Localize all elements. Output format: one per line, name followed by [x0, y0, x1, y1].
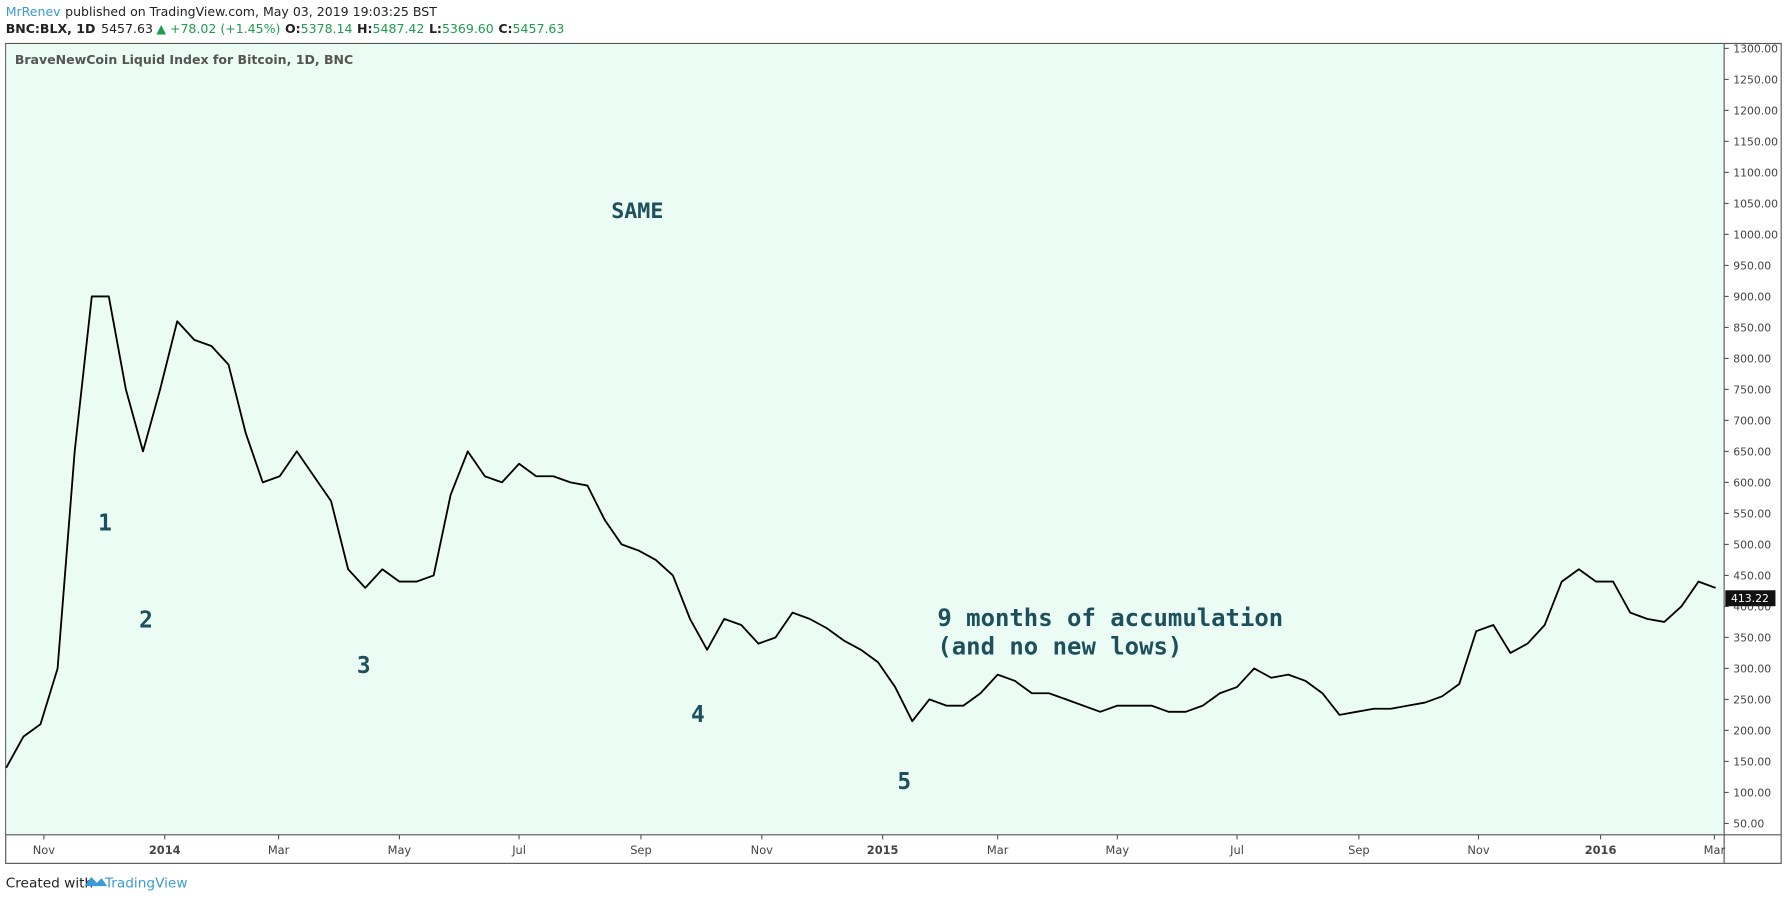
- y-tick-label: 650.00: [1733, 445, 1771, 458]
- annotation: 9 months of accumulation: [937, 604, 1283, 632]
- open: 5378.14: [301, 21, 353, 36]
- x-tick-label: 2015: [867, 843, 899, 857]
- x-tick-label: 2014: [149, 843, 181, 857]
- annotation: 5: [897, 769, 911, 795]
- chart-title: BraveNewCoin Liquid Index for Bitcoin, 1…: [15, 52, 353, 67]
- x-tick-label: Sep: [630, 843, 651, 857]
- x-tick-label: Nov: [33, 843, 55, 857]
- x-tick-label: 2016: [1585, 843, 1617, 857]
- y-tick-label: 500.00: [1733, 538, 1771, 551]
- close: 5457.63: [513, 21, 565, 36]
- header-line: MrRenev published on TradingView.com, May…: [6, 4, 438, 19]
- x-tick-label: Mar: [987, 843, 1009, 857]
- high: 5487.42: [373, 21, 425, 36]
- y-tick-label: 200.00: [1733, 724, 1771, 737]
- price: 5457.63: [101, 21, 153, 36]
- quote-line: BNC:BLX, 1D 5457.63 ▲ +78.02 (+1.45%) O:537…: [6, 21, 565, 36]
- y-tick-label: 1200.00: [1733, 104, 1778, 117]
- annotation: 1: [98, 510, 112, 536]
- x-tick-label: Jul: [511, 843, 526, 857]
- y-tick-label: 900.00: [1733, 290, 1771, 303]
- y-tick-label: 850.00: [1733, 321, 1771, 334]
- change: ▲ +78.02 (+1.45%): [156, 21, 280, 36]
- x-tick-label: Nov: [1467, 843, 1489, 857]
- y-tick-label: 1300.00: [1733, 42, 1778, 55]
- high-label: H:: [357, 21, 373, 36]
- x-tick-label: Mar: [1704, 843, 1726, 857]
- y-tick-label: 550.00: [1733, 507, 1771, 520]
- y-tick-label: 700.00: [1733, 414, 1771, 427]
- open-label: O:: [285, 21, 301, 36]
- annotation: 2: [139, 607, 153, 633]
- y-tick-label: 750.00: [1733, 383, 1771, 396]
- author[interactable]: MrRenev: [6, 4, 61, 19]
- price-line: [5, 295, 1716, 769]
- low-label: L:: [429, 21, 442, 36]
- y-tick-label: 100.00: [1733, 786, 1771, 799]
- y-tick-label: 250.00: [1733, 693, 1771, 706]
- brand-logo: [84, 877, 108, 887]
- marks: 50.00 100.00 150.00 200.00 250.00 300.00 350.0…: [5, 42, 1778, 857]
- y-tick-label: 300.00: [1733, 662, 1771, 675]
- footer-created: Created with: [6, 875, 93, 891]
- y-tick-label: 1250.00: [1733, 73, 1778, 86]
- x-tick-label: Sep: [1348, 843, 1369, 857]
- x-tick-label: May: [1106, 843, 1130, 857]
- published: published on TradingView.com, May 03, 20…: [65, 4, 437, 19]
- footer-brand[interactable]: TradingView: [104, 875, 188, 891]
- symbol: BNC:BLX, 1D: [6, 21, 96, 36]
- last-price-box: [1725, 590, 1776, 607]
- last-price-label: 413.22: [1731, 592, 1769, 605]
- y-tick-label: 50.00: [1733, 817, 1764, 830]
- annotation: 3: [357, 653, 371, 679]
- x-tick-label: Nov: [751, 843, 773, 857]
- y-tick-label: 1100.00: [1733, 166, 1778, 179]
- y-tick-label: 450.00: [1733, 569, 1771, 582]
- y-tick-label: 350.00: [1733, 631, 1771, 644]
- x-tick-label: May: [388, 843, 412, 857]
- y-tick-label: 1150.00: [1733, 135, 1778, 148]
- y-tick-label: 950.00: [1733, 259, 1771, 272]
- low: 5369.60: [442, 21, 494, 36]
- annotation: SAME: [611, 199, 663, 224]
- x-tick-label: Mar: [268, 843, 290, 857]
- y-tick-label: 150.00: [1733, 755, 1771, 768]
- x-tick-label: Jul: [1229, 843, 1244, 857]
- annotation: (and no new lows): [937, 633, 1182, 661]
- plot-area: [6, 44, 1725, 835]
- close-label: C:: [498, 21, 512, 36]
- y-tick-label: 1050.00: [1733, 197, 1778, 210]
- y-tick-label: 600.00: [1733, 476, 1771, 489]
- annotation: 4: [691, 702, 705, 728]
- y-tick-label: 800.00: [1733, 352, 1771, 365]
- y-tick-label: 1000.00: [1733, 228, 1778, 241]
